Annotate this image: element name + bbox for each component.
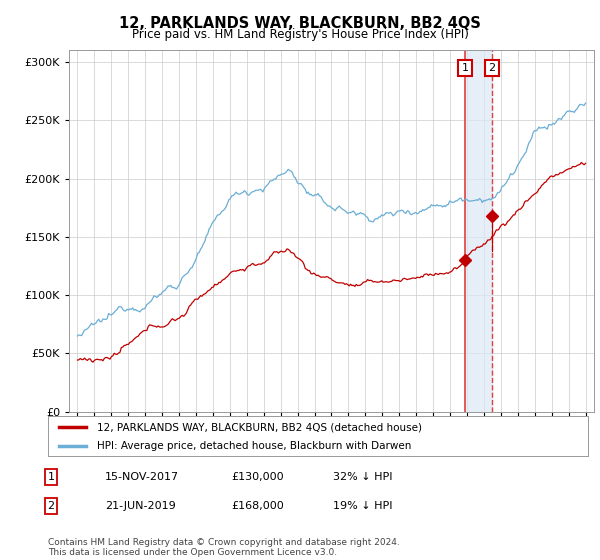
Text: £168,000: £168,000 xyxy=(231,501,284,511)
Text: £130,000: £130,000 xyxy=(231,472,284,482)
Text: Contains HM Land Registry data © Crown copyright and database right 2024.
This d: Contains HM Land Registry data © Crown c… xyxy=(48,538,400,557)
Text: 19% ↓ HPI: 19% ↓ HPI xyxy=(333,501,392,511)
Text: 2: 2 xyxy=(488,63,496,73)
Text: Price paid vs. HM Land Registry's House Price Index (HPI): Price paid vs. HM Land Registry's House … xyxy=(131,28,469,41)
Text: 2: 2 xyxy=(47,501,55,511)
Text: 21-JUN-2019: 21-JUN-2019 xyxy=(105,501,176,511)
Text: 15-NOV-2017: 15-NOV-2017 xyxy=(105,472,179,482)
Text: HPI: Average price, detached house, Blackburn with Darwen: HPI: Average price, detached house, Blac… xyxy=(97,441,411,451)
Text: 12, PARKLANDS WAY, BLACKBURN, BB2 4QS: 12, PARKLANDS WAY, BLACKBURN, BB2 4QS xyxy=(119,16,481,31)
Text: 12, PARKLANDS WAY, BLACKBURN, BB2 4QS (detached house): 12, PARKLANDS WAY, BLACKBURN, BB2 4QS (d… xyxy=(97,422,422,432)
Bar xyxy=(465,50,492,412)
Text: 1: 1 xyxy=(461,63,469,73)
Text: 1: 1 xyxy=(47,472,55,482)
Text: 32% ↓ HPI: 32% ↓ HPI xyxy=(333,472,392,482)
